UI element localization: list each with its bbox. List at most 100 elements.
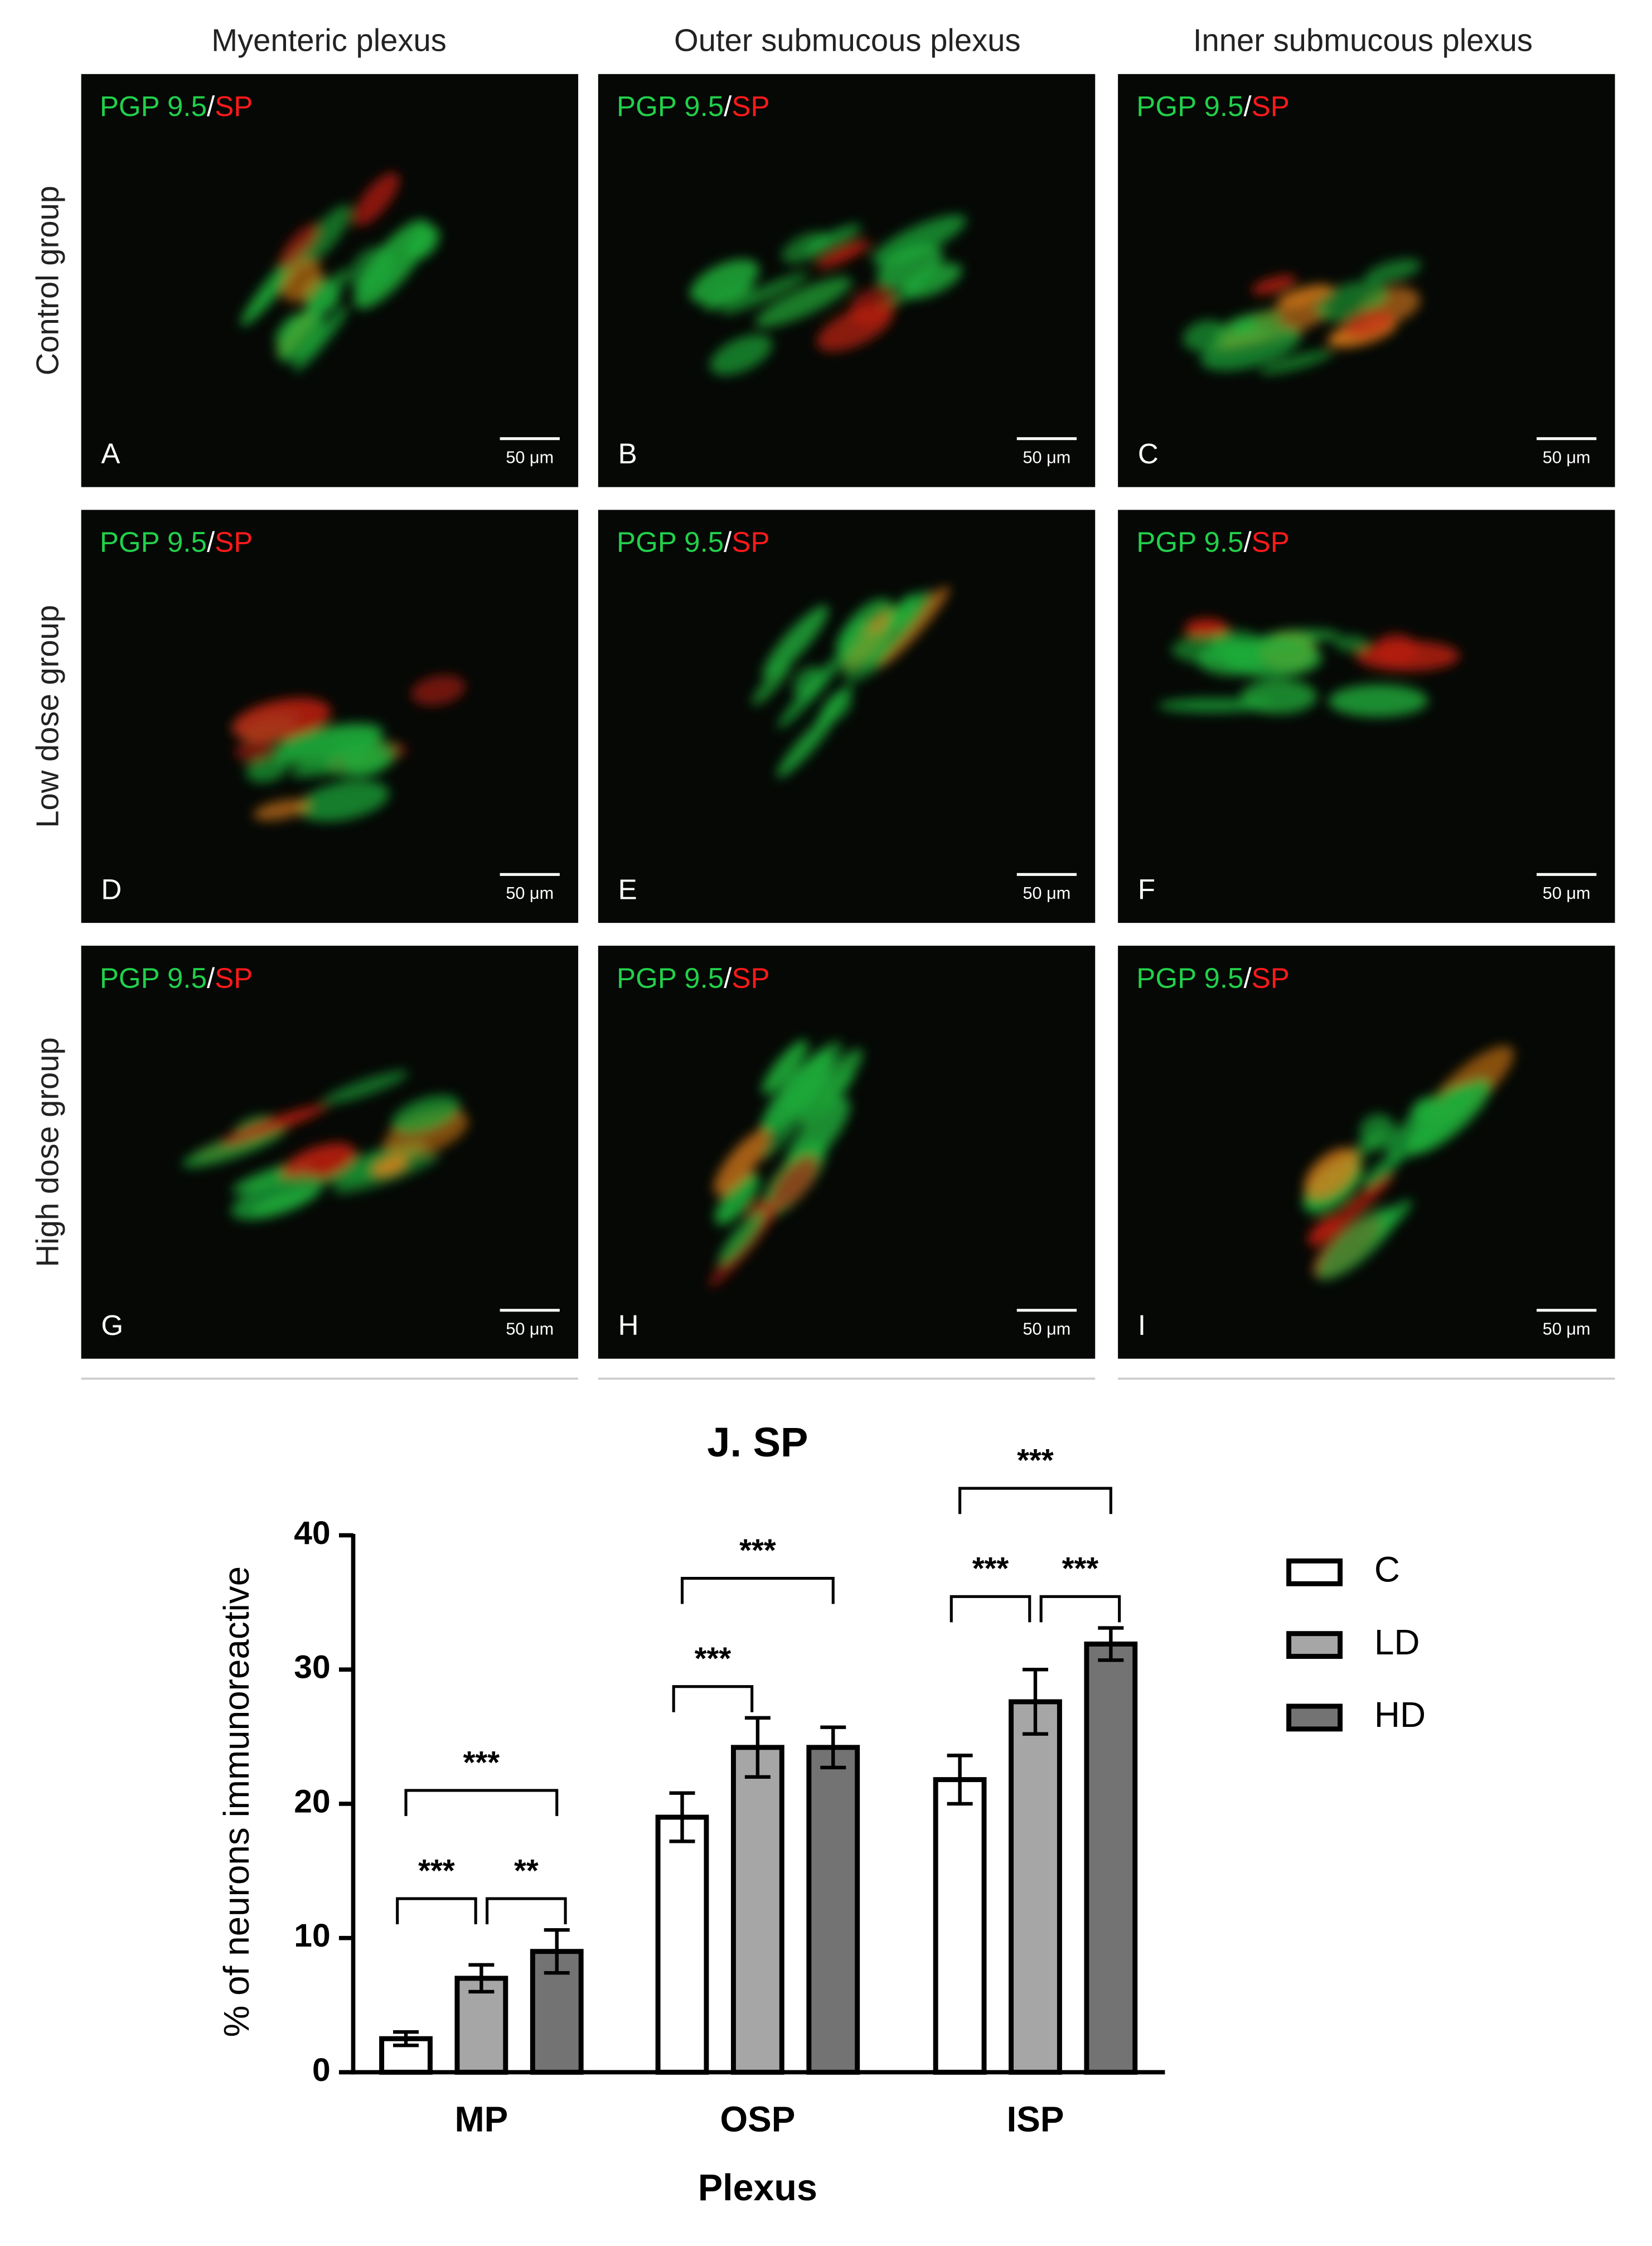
bracket xyxy=(404,1789,559,1816)
stain-label: PGP 9.5/SP xyxy=(617,90,770,122)
tissue-blob xyxy=(350,246,394,293)
tissue-blob xyxy=(274,313,300,343)
tissue-blob xyxy=(785,1097,850,1173)
significance-label: *** xyxy=(1062,1551,1099,1586)
tissue-blob xyxy=(353,172,400,226)
x-tick-label: OSP xyxy=(720,2099,795,2139)
tissue xyxy=(690,215,967,375)
significance-label: *** xyxy=(695,1641,731,1676)
significance-bracket: *** xyxy=(396,1853,477,1924)
tissue-blob xyxy=(752,662,791,705)
tissue xyxy=(182,1071,469,1220)
bar xyxy=(1009,1699,1062,2075)
stain-stain_green: PGP 9.5 xyxy=(1136,962,1243,994)
tissue-blob xyxy=(411,675,466,706)
tissue xyxy=(1303,1045,1514,1280)
significance-bracket: ** xyxy=(486,1853,567,1924)
tissue-blob xyxy=(231,1174,324,1220)
tissue-blob xyxy=(1334,636,1369,652)
micrograph-background xyxy=(81,510,579,923)
tissue-blob xyxy=(1343,307,1394,338)
tissue-blob xyxy=(182,1126,286,1168)
bracket xyxy=(1039,1595,1121,1623)
tissue-blob xyxy=(871,215,967,265)
error-bar xyxy=(820,1725,846,1770)
tissue-blob xyxy=(721,272,809,315)
stain-stain_green: PGP 9.5 xyxy=(1136,526,1243,558)
tissue-blob xyxy=(718,1209,766,1266)
legend-swatch xyxy=(1286,1558,1343,1586)
stain-stain_green: PGP 9.5 xyxy=(617,90,724,122)
significance-label: *** xyxy=(463,1745,500,1780)
stain-stain_red: SP xyxy=(731,962,769,994)
micrograph: PGP 9.5/SP A 50 μm xyxy=(81,74,579,487)
tissue-blob xyxy=(253,799,311,821)
error-bar xyxy=(669,1791,695,1843)
tissue xyxy=(1157,618,1460,718)
stain-stain_green: PGP 9.5 xyxy=(617,962,724,994)
tissue-blob xyxy=(372,1155,408,1177)
stain-label: PGP 9.5/SP xyxy=(617,962,770,994)
panel-letter: A xyxy=(101,438,120,469)
stain-stain_green: PGP 9.5 xyxy=(100,526,207,558)
tissue-blob xyxy=(884,593,919,633)
tissue-blob xyxy=(777,711,837,778)
y-tick-label: 20 xyxy=(294,1783,330,1819)
tissue-blob xyxy=(792,666,824,699)
panel-letter: H xyxy=(618,1309,639,1341)
significance-bracket: *** xyxy=(672,1641,754,1712)
panel-letter: I xyxy=(1138,1309,1146,1341)
scale-label: 50 μm xyxy=(1023,1320,1071,1339)
tissue-blob xyxy=(1256,632,1316,651)
stain-label: PGP 9.5/SP xyxy=(100,90,253,122)
stain-separator: / xyxy=(724,90,732,122)
panel-letter: D xyxy=(101,873,122,905)
tissue-blob xyxy=(704,285,754,311)
micrograph: PGP 9.5/SP F 50 μm xyxy=(1118,510,1615,923)
tissue-blob xyxy=(1364,259,1421,284)
tissue-blob xyxy=(1316,1207,1397,1280)
tissue-blob xyxy=(799,1048,863,1125)
tissue-blob xyxy=(714,1130,769,1195)
stain-label: PGP 9.5/SP xyxy=(1136,962,1290,994)
tissue-blob xyxy=(1251,275,1297,295)
tissue-blob xyxy=(841,628,891,681)
stain-label: PGP 9.5/SP xyxy=(1136,526,1290,558)
legend-label: HD xyxy=(1374,1695,1426,1735)
significance-bracket: *** xyxy=(1039,1551,1121,1623)
tissue-blob xyxy=(324,738,398,778)
stain-label: PGP 9.5/SP xyxy=(1136,90,1290,122)
stain-separator: / xyxy=(207,90,215,122)
stain-separator: / xyxy=(1243,90,1252,122)
micrograph: PGP 9.5/SP C 50 μm xyxy=(1118,74,1615,487)
x-tick-label: MP xyxy=(454,2099,508,2139)
tissue-blob xyxy=(1259,350,1334,375)
legend-label: LD xyxy=(1374,1622,1420,1662)
stain-stain_green: PGP 9.5 xyxy=(617,526,724,558)
tissue-blob xyxy=(298,780,390,822)
tissue-blob xyxy=(710,334,773,375)
significance-label: *** xyxy=(1017,1443,1054,1478)
significance-label: *** xyxy=(972,1551,1009,1586)
column-title: Inner submucous plexus xyxy=(1193,22,1533,57)
tissue-blob xyxy=(391,1095,461,1135)
tissue-blob xyxy=(293,306,348,372)
error-bar xyxy=(544,1928,570,1975)
scale-label: 50 μm xyxy=(506,1320,554,1339)
stain-separator: / xyxy=(1243,962,1252,994)
row-title: Control group xyxy=(30,186,65,375)
scale-label: 50 μm xyxy=(1023,884,1071,903)
error-bar xyxy=(393,2030,419,2047)
tissue-blob xyxy=(816,304,894,352)
tissue-blob xyxy=(1406,1078,1491,1155)
tissue-blob xyxy=(1277,284,1333,308)
error-bar xyxy=(1098,1626,1124,1662)
stain-stain_green: PGP 9.5 xyxy=(100,90,207,122)
stain-stain_red: SP xyxy=(731,526,769,558)
significance-bracket: *** xyxy=(404,1745,559,1816)
tissue-blob xyxy=(782,1040,842,1112)
micrograph-background xyxy=(598,510,1096,923)
bar xyxy=(1084,1641,1138,2075)
